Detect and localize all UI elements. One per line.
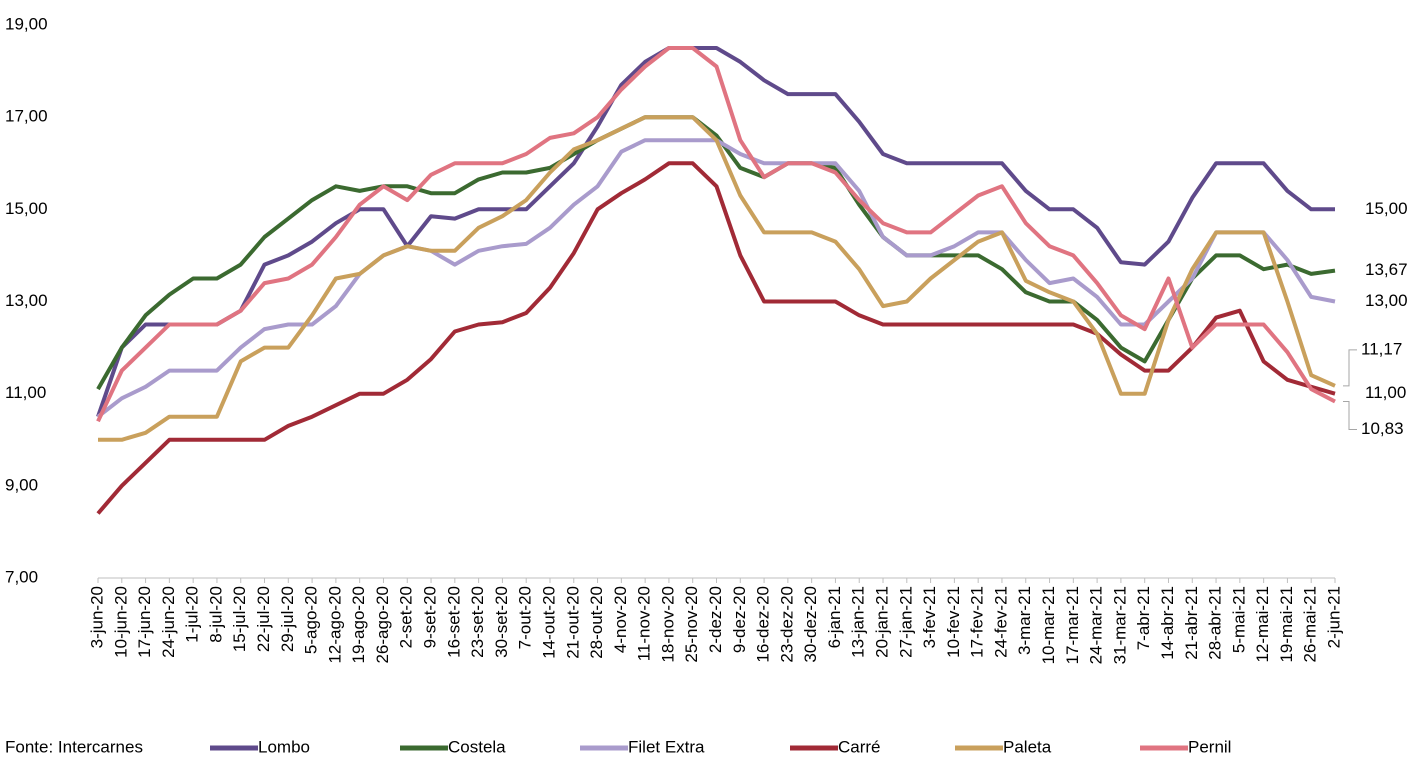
y-tick-label: 15,00 [5,199,48,218]
x-tick-label: 10-mar-21 [1039,586,1058,664]
y-tick-label: 7,00 [5,567,38,586]
x-tick-label: 7-abr-21 [1134,586,1153,650]
series-line [96,161,1336,515]
x-tick-label: 7-out-20 [516,586,535,649]
x-tick-label: 16-dez-20 [754,586,773,663]
x-tick-label: 2-jun-21 [1324,586,1343,648]
x-tick-label: 5-ago-20 [302,586,321,654]
data-label: 13,67 [1365,260,1408,279]
data-label: 15,00 [1365,199,1408,218]
x-tick-label: 26-ago-20 [373,586,392,664]
legend-label: Filet Extra [628,737,705,756]
x-tick-label: 16-set-20 [444,586,463,658]
x-tick-label: 17-mar-21 [1063,586,1082,664]
x-tick-label: 24-jun-20 [159,586,178,658]
legend-label: Carré [838,737,881,756]
legend-label: Paleta [1003,737,1052,756]
x-tick-label: 10-fev-21 [944,586,963,658]
x-tick-label: 29-jul-20 [278,586,297,652]
y-tick-label: 9,00 [5,475,38,494]
x-tick-label: 20-jan-21 [873,586,892,658]
x-tick-label: 30-set-20 [492,586,511,658]
legend-label: Lombo [258,737,310,756]
leader-line [1343,349,1357,387]
x-tick-label: 10-jun-20 [111,586,130,658]
data-label: 11,00 [1365,383,1406,402]
x-tick-label: 4-nov-20 [611,586,630,653]
y-tick-label: 17,00 [5,107,48,126]
x-tick-label: 27-jan-21 [896,586,915,658]
x-tick-label: 2-dez-20 [706,586,725,653]
source-note: Fonte: Intercarnes [5,737,143,756]
leader-line [1343,401,1357,431]
series-line [96,115,1336,391]
x-tick-label: 8-jul-20 [206,586,225,643]
x-tick-label: 12-ago-20 [325,586,344,664]
x-tick-label: 25-nov-20 [682,586,701,663]
x-tick-label: 9-dez-20 [730,586,749,653]
data-label: 11,17 [1361,339,1402,358]
x-tick-label: 28-abr-21 [1206,586,1225,660]
x-tick-label: 23-set-20 [468,586,487,658]
x-tick-label: 9-set-20 [421,586,440,648]
x-tick-label: 5-mai-21 [1229,586,1248,653]
x-tick-label: 28-out-20 [587,586,606,659]
series-line [98,115,1336,442]
x-tick-label: 17-fev-21 [968,586,987,658]
x-tick-label: 2-set-20 [397,586,416,648]
x-tick-label: 13-jan-21 [849,586,868,658]
x-tick-label: 19-mai-21 [1277,586,1296,663]
y-tick-label: 19,00 [5,14,48,33]
x-tick-label: 22-jul-20 [254,586,273,652]
data-label: 10,83 [1361,419,1404,438]
x-tick-label: 11-nov-20 [635,586,654,661]
x-tick-label: 31-mar-21 [1110,586,1129,664]
x-tick-label: 3-fev-21 [920,586,939,648]
data-label: 13,00 [1365,291,1408,310]
x-tick-label: 3-jun-20 [87,586,106,648]
x-tick-label: 12-mai-21 [1253,586,1272,663]
x-tick-label: 1-jul-20 [183,586,202,643]
x-tick-label: 21-out-20 [563,586,582,659]
series-line [96,46,1336,423]
x-tick-label: 18-nov-20 [658,586,677,663]
x-tick-label: 30-dez-20 [801,586,820,663]
legend-label: Pernil [1188,737,1231,756]
x-tick-label: 14-abr-21 [1158,586,1177,660]
x-tick-label: 17-jun-20 [135,586,154,658]
x-tick-label: 3-mar-21 [1015,586,1034,655]
x-tick-label: 15-jul-20 [230,586,249,652]
x-tick-label: 26-mai-21 [1301,586,1320,663]
x-tick-label: 14-out-20 [539,586,558,659]
series-line [96,46,1335,418]
x-tick-label: 24-fev-21 [991,586,1010,658]
legend-label: Costela [448,737,506,756]
y-tick-label: 13,00 [5,291,48,310]
x-tick-label: 24-mar-21 [1087,586,1106,664]
x-tick-label: 23-dez-20 [777,586,796,663]
x-tick-label: 21-abr-21 [1182,586,1201,660]
x-tick-label: 6-jan-21 [825,586,844,648]
x-tick-label: 19-ago-20 [349,586,368,664]
y-tick-label: 11,00 [5,383,46,402]
